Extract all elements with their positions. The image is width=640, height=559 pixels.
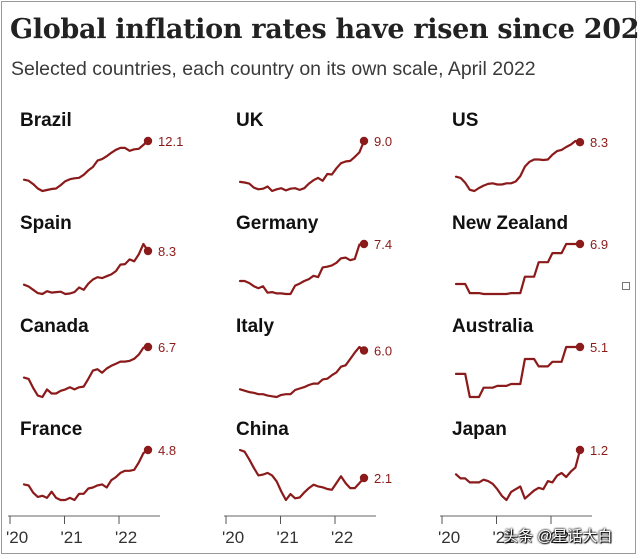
end-point-japan (575, 445, 585, 455)
series-line-germany (238, 242, 366, 296)
series-line-brazil (22, 139, 150, 193)
country-label-new-zealand: New Zealand (452, 213, 568, 234)
end-point-brazil (143, 136, 153, 146)
country-label-germany: Germany (236, 213, 319, 234)
end-point-china (359, 473, 369, 483)
country-label-us: US (452, 110, 478, 131)
country-label-australia: Australia (452, 316, 534, 337)
series-line-us (454, 139, 582, 193)
country-label-france: France (20, 419, 82, 440)
end-point-germany (359, 239, 369, 249)
resize-handle[interactable] (622, 282, 630, 290)
end-point-italy (359, 346, 369, 355)
country-label-italy: Italy (236, 316, 274, 337)
x-tick-label: '22 (547, 528, 569, 547)
value-label-france: 4.8 (158, 443, 176, 458)
value-label-spain: 8.3 (158, 244, 176, 259)
series-line-france (22, 448, 150, 502)
series-line-china (238, 448, 366, 502)
country-label-uk: UK (236, 110, 264, 131)
value-label-japan: 1.2 (590, 443, 608, 458)
x-tick-label: '20 (6, 528, 28, 547)
value-label-china: 2.1 (374, 471, 392, 486)
value-label-germany: 7.4 (374, 237, 392, 252)
country-label-canada: Canada (20, 316, 89, 337)
value-label-brazil: 12.1 (158, 134, 183, 149)
value-label-australia: 5.1 (590, 340, 608, 355)
value-label-us: 8.3 (590, 135, 608, 150)
x-tick-label: '21 (493, 528, 515, 547)
value-label-uk: 9.0 (374, 134, 392, 149)
x-tick-label: '22 (331, 528, 353, 547)
end-point-spain (143, 246, 153, 256)
x-tick-label: '21 (277, 528, 299, 547)
country-label-brazil: Brazil (20, 110, 72, 131)
watermark: 头条 @星话大白 (503, 528, 613, 545)
x-tick-label: '20 (438, 528, 460, 547)
country-label-spain: Spain (20, 213, 72, 234)
value-label-new-zealand: 6.9 (590, 237, 608, 252)
series-line-australia (454, 345, 582, 399)
country-label-japan: Japan (452, 419, 507, 440)
x-tick-label: '22 (115, 528, 137, 547)
series-line-uk (238, 139, 366, 193)
value-label-canada: 6.7 (158, 340, 176, 355)
series-line-spain (22, 242, 150, 296)
chart-subtitle: Selected countries, each country on its … (11, 58, 536, 80)
x-tick-label: '21 (61, 528, 83, 547)
end-point-canada (143, 342, 153, 352)
end-point-uk (359, 136, 369, 146)
x-tick-label: '20 (222, 528, 244, 547)
series-line-italy (238, 345, 366, 399)
series-line-japan (454, 448, 582, 502)
end-point-australia (575, 342, 585, 352)
series-line-canada (22, 345, 150, 399)
end-point-new-zealand (575, 239, 585, 249)
country-label-china: China (236, 419, 289, 440)
value-label-italy: 6.0 (374, 344, 392, 359)
chart-title: Global inflation rates have risen since … (10, 14, 640, 45)
end-point-us (575, 138, 585, 147)
series-line-new-zealand (454, 242, 582, 296)
end-point-france (143, 445, 153, 455)
